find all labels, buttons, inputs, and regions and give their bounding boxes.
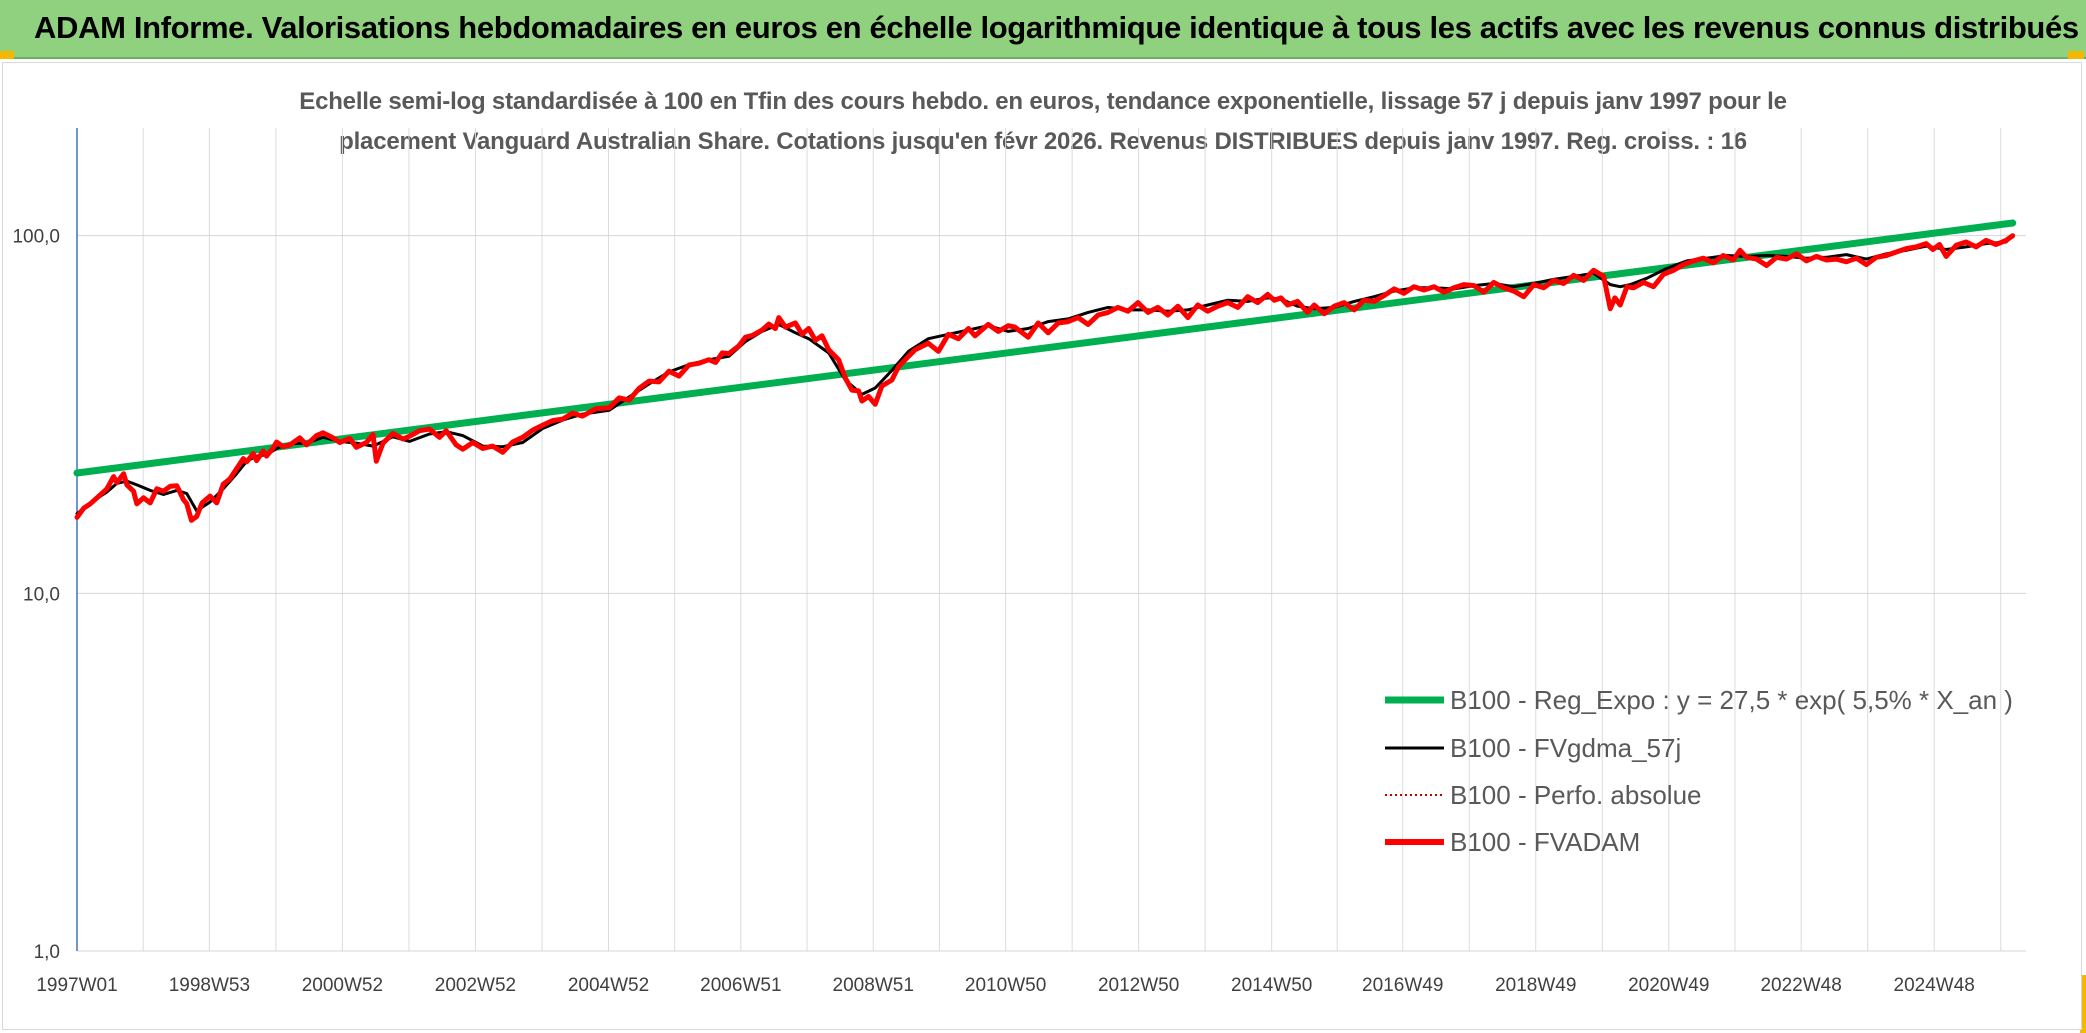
chart-title-line2: placement Vanguard Australian Share. Cot… bbox=[339, 128, 1747, 155]
corner-marker-right bbox=[2068, 51, 2084, 59]
x-tick-label: 2006W51 bbox=[700, 975, 781, 996]
grid-layer bbox=[77, 128, 2026, 952]
legend: B100 - Reg_Expo : y = 27,5 * exp( 5,5% *… bbox=[1385, 685, 2013, 857]
series-line-1 bbox=[75, 234, 2015, 516]
y-tick-label: 100,0 bbox=[12, 227, 60, 248]
x-tick-label: 1998W53 bbox=[169, 975, 250, 996]
corner-marker-left bbox=[0, 51, 14, 59]
x-tick-label: 2000W52 bbox=[302, 975, 383, 996]
x-tick-label: 2014W50 bbox=[1231, 975, 1312, 996]
legend-label-0: B100 - Reg_Expo : y = 27,5 * exp( 5,5% *… bbox=[1450, 685, 2013, 715]
x-tick-label: 2020W49 bbox=[1628, 975, 1709, 996]
series-line-0 bbox=[73, 219, 2017, 477]
corner-marker-bottom-right bbox=[2080, 975, 2086, 1033]
legend-label-2: B100 - Perfo. absolue bbox=[1450, 780, 1702, 810]
report-title: ADAM Informe. Valorisations hebdomadaire… bbox=[34, 10, 2079, 45]
series-line-3 bbox=[74, 233, 2016, 523]
y-tick-label: 1,0 bbox=[34, 942, 60, 963]
legend-label-1: B100 - FVgdma_57j bbox=[1450, 733, 1681, 763]
axis-layer: 1,0 10,0 100,0 1997W01 1998W53 2000W52 2002W52… bbox=[12, 128, 1975, 996]
series-layer bbox=[73, 219, 2017, 523]
x-tick-label: 2024W48 bbox=[1894, 975, 1975, 996]
x-tick-label: 2012W50 bbox=[1098, 975, 1179, 996]
x-tick-label: 2004W52 bbox=[568, 975, 649, 996]
x-tick-label: 2022W48 bbox=[1760, 975, 1841, 996]
chart-title-line1: Echelle semi-log standardisée à 100 en T… bbox=[299, 88, 1787, 115]
x-tick-label: 1997W01 bbox=[36, 975, 117, 996]
y-tick-label: 10,0 bbox=[23, 584, 60, 605]
x-tick-label: 2002W52 bbox=[435, 975, 516, 996]
x-tick-label: 2010W50 bbox=[965, 975, 1046, 996]
x-tick-label: 2016W49 bbox=[1362, 975, 1443, 996]
x-tick-label: 2018W49 bbox=[1495, 975, 1576, 996]
x-tick-label: 2008W51 bbox=[833, 975, 914, 996]
title-bar: ADAM Informe. Valorisations hebdomadaire… bbox=[0, 0, 2086, 59]
legend-label-3: B100 - FVADAM bbox=[1450, 827, 1640, 857]
